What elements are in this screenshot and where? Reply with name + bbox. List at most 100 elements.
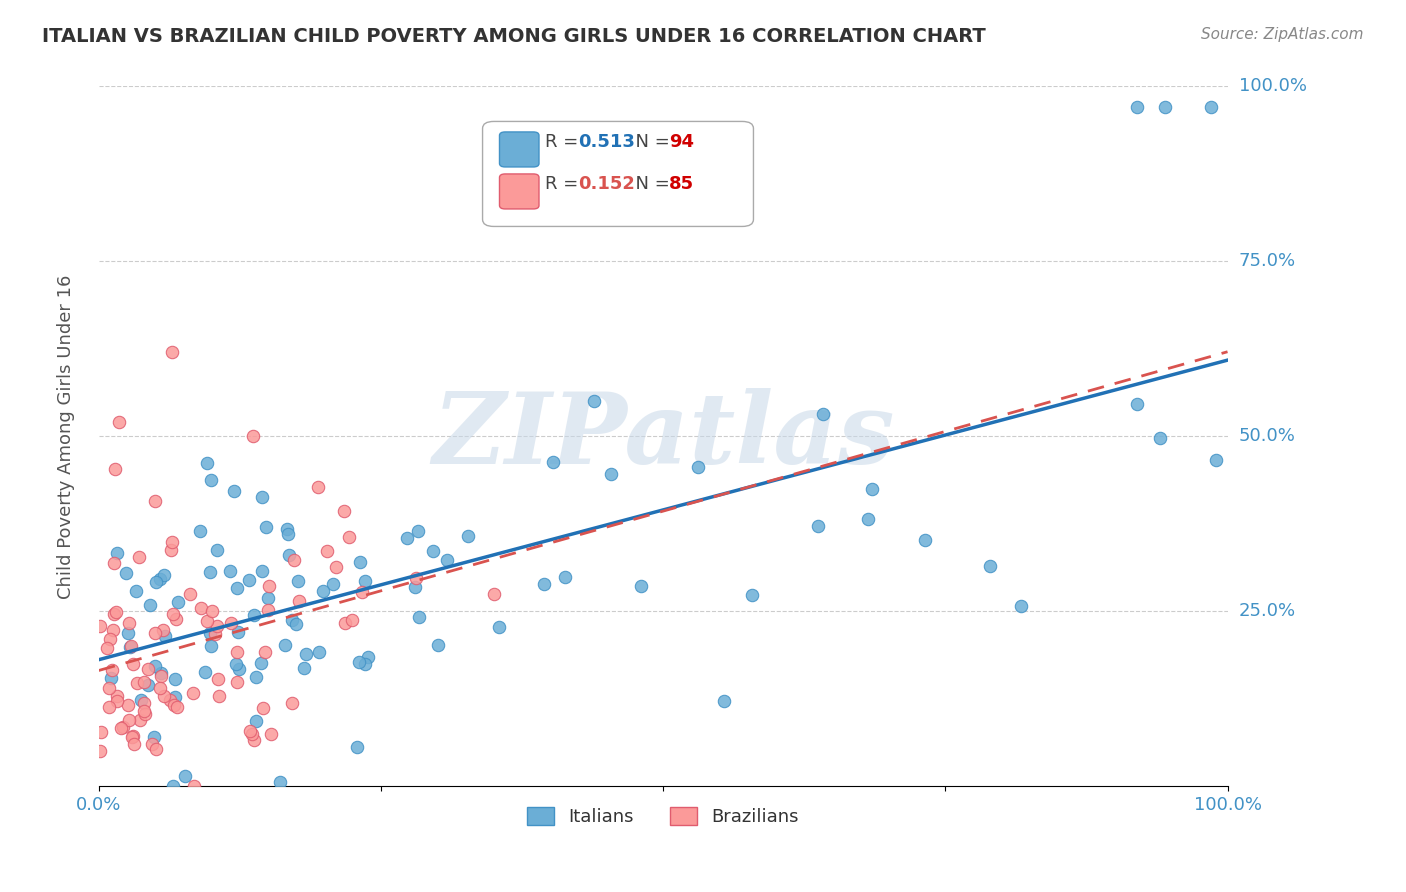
Italians <box>153 568 176 582</box>
Italians <box>145 575 167 590</box>
Italians <box>856 512 879 526</box>
Italians <box>136 677 159 691</box>
Italians <box>312 584 335 599</box>
Brazilians <box>204 627 226 641</box>
Italians <box>155 629 177 643</box>
Italians <box>436 553 458 567</box>
Brazilians <box>134 674 156 689</box>
Italians <box>200 625 222 640</box>
Italians <box>149 572 172 586</box>
Italians <box>406 524 429 538</box>
Italians <box>741 588 763 602</box>
Italians <box>533 576 555 591</box>
Text: ZIPatlas: ZIPatlas <box>432 388 894 484</box>
Brazilians <box>482 587 505 601</box>
Italians <box>860 482 883 496</box>
Brazilians <box>252 701 274 715</box>
Italians <box>243 608 266 623</box>
Text: 25.0%: 25.0% <box>1239 602 1296 621</box>
Brazilians <box>242 429 264 443</box>
Italians <box>281 613 304 627</box>
Italians <box>543 455 565 469</box>
Legend: Italians, Brazilians: Italians, Brazilians <box>520 799 807 833</box>
Italians <box>194 665 217 679</box>
Brazilians <box>152 623 174 637</box>
Italians <box>713 694 735 708</box>
Brazilians <box>103 607 125 621</box>
Brazilians <box>219 616 242 631</box>
Italians <box>630 579 652 593</box>
Brazilians <box>337 530 360 544</box>
Italians <box>404 580 426 594</box>
Brazilians <box>125 676 148 690</box>
Brazilians <box>165 612 187 626</box>
Brazilians <box>118 615 141 630</box>
Brazilians <box>132 696 155 710</box>
Brazilians <box>159 693 181 707</box>
Italians <box>143 658 166 673</box>
Italians <box>117 625 139 640</box>
Brazilians <box>283 553 305 567</box>
Brazilians <box>201 604 224 618</box>
Brazilians <box>260 726 283 740</box>
Text: R =: R = <box>544 176 583 194</box>
Brazilians <box>121 731 143 745</box>
Italians <box>357 650 380 665</box>
Italians <box>115 566 138 580</box>
Italians <box>1010 599 1032 613</box>
Brazilians <box>350 585 373 599</box>
Italians <box>811 408 834 422</box>
Brazilians <box>98 681 121 695</box>
Brazilians <box>108 416 131 430</box>
Brazilians <box>307 480 329 494</box>
Brazilians <box>97 700 120 714</box>
Italians <box>150 666 173 681</box>
Brazilians <box>197 614 219 628</box>
Y-axis label: Child Poverty Among Girls Under 16: Child Poverty Among Girls Under 16 <box>58 274 75 599</box>
Italians <box>225 657 247 671</box>
Brazilians <box>110 721 132 735</box>
Italians <box>120 640 142 655</box>
Italians <box>295 647 318 661</box>
Italians <box>129 692 152 706</box>
Brazilians <box>257 579 280 593</box>
Italians <box>200 565 222 579</box>
Text: N =: N = <box>624 176 675 194</box>
Text: 0.513: 0.513 <box>578 134 636 152</box>
Brazilians <box>105 689 128 703</box>
Italians <box>1126 397 1149 411</box>
Italians <box>287 574 309 588</box>
Brazilians <box>90 724 112 739</box>
Brazilians <box>103 461 125 475</box>
Italians <box>807 519 830 533</box>
Italians <box>125 583 148 598</box>
Brazilians <box>257 602 280 616</box>
Brazilians <box>129 713 152 727</box>
Brazilians <box>134 705 156 719</box>
FancyBboxPatch shape <box>482 121 754 227</box>
Italians <box>488 620 510 634</box>
Brazilians <box>124 737 146 751</box>
Text: R =: R = <box>544 134 583 152</box>
Brazilians <box>207 689 229 703</box>
Italians <box>142 731 165 745</box>
Italians <box>979 559 1001 574</box>
Italians <box>292 661 315 675</box>
Text: 0.152: 0.152 <box>578 176 636 194</box>
Brazilians <box>226 645 249 659</box>
Brazilians <box>160 542 183 557</box>
Brazilians <box>152 689 174 703</box>
Brazilians <box>243 733 266 747</box>
Italians <box>396 532 419 546</box>
Brazilians <box>118 713 141 727</box>
Italians <box>238 573 260 587</box>
FancyBboxPatch shape <box>499 132 538 167</box>
Text: 75.0%: 75.0% <box>1239 252 1296 270</box>
Brazilians <box>141 737 163 751</box>
Italians <box>354 657 377 672</box>
Italians <box>688 460 710 475</box>
Brazilians <box>111 720 134 734</box>
Italians <box>139 598 162 612</box>
FancyBboxPatch shape <box>499 174 538 209</box>
Brazilians <box>288 594 311 608</box>
